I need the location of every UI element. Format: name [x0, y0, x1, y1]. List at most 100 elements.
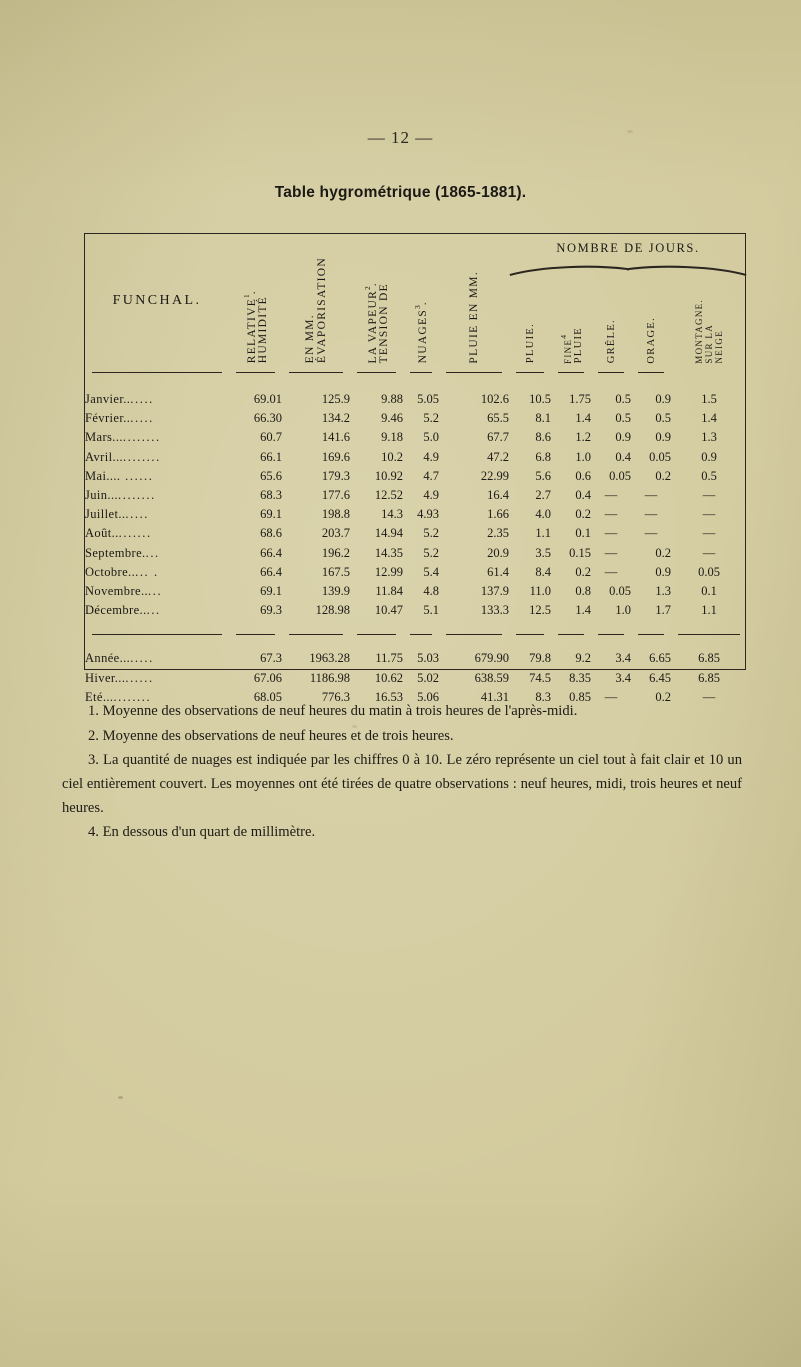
cell-nuages: 5.0	[423, 430, 439, 445]
rule-segment	[439, 368, 509, 377]
cell-jours-orage: 0.9	[655, 564, 671, 579]
header-evaporisation: ÉVAPORISATION EN MM.	[282, 234, 350, 368]
header-jours-grele: GRÊLE.	[605, 319, 617, 364]
header-tension-vapeur: TENSION DE LA VAPEUR2.	[350, 234, 403, 368]
row-label: Eté...........	[85, 689, 152, 704]
cell-tension: 9.18	[381, 430, 403, 445]
rule-segment	[282, 368, 350, 377]
cell-jours-neige: —	[702, 689, 716, 704]
rule-segment	[551, 629, 591, 640]
page-number: — 12 —	[367, 128, 434, 147]
cell-jours-neige: 1.5	[701, 392, 717, 407]
table-row: Janvier....... 69.01 125.9 9.88 5.05 102…	[85, 390, 747, 409]
cell-jours-grele: —	[604, 526, 618, 541]
cell-jours-neige: —	[702, 488, 716, 503]
cell-nuages: 5.2	[423, 526, 439, 541]
cell-jours-grele: 3.4	[615, 651, 631, 666]
table-header-row: FUNCHAL. HUMIDITÉ RELATIVE1. ÉVAPORISATI…	[85, 234, 747, 364]
header-jours-orage: ORAGE.	[645, 316, 657, 364]
brace-icon	[509, 265, 747, 277]
cell-jours-orage: 0.2	[655, 545, 671, 560]
header-nuages-line1: NUAGES3.	[413, 301, 429, 364]
header-tension-line1: TENSION DE	[378, 283, 391, 364]
cell-humidite: 69.1	[260, 583, 282, 598]
rule-segment	[671, 368, 747, 377]
row-label: Juin...........	[85, 488, 156, 503]
header-evaporisation-line2: EN MM.	[304, 314, 316, 364]
table-row: Septembre.... 66.4 196.2 14.35 5.2 20.9 …	[85, 544, 747, 563]
header-tension-line2: LA VAPEUR2.	[362, 281, 379, 364]
cell-pluie-mm: 133.3	[480, 603, 509, 618]
cell-pluie-mm: 16.4	[487, 488, 509, 503]
rule-segment	[631, 368, 671, 377]
table-row: Octobre..... . 66.4 167.5 12.99 5.4 61.4…	[85, 563, 747, 582]
header-nuages: NUAGES3.	[403, 234, 439, 368]
gap-cell	[551, 620, 591, 629]
cell-humidite: 60.7	[260, 430, 282, 445]
row-label: Septembre....	[85, 545, 160, 560]
gap-cell	[403, 640, 439, 649]
rule-segment	[229, 629, 282, 640]
rule-segment	[229, 368, 282, 377]
cell-jours-pluie: 8.6	[535, 430, 551, 445]
cell-jours-orage: 1.7	[655, 603, 671, 618]
cell-jours-orage: —	[644, 488, 658, 503]
cell-tension: 14.35	[374, 545, 403, 560]
cell-jours-pluie: 8.3	[535, 689, 551, 704]
spacer-cell	[350, 377, 403, 390]
cell-jours-pluie-fine: 8.35	[569, 670, 591, 685]
cell-evaporisation: 169.6	[321, 449, 350, 464]
table-row: Mai.... ...... 65.6 179.3 10.92 4.7 22.9…	[85, 467, 747, 486]
cell-nuages: 4.93	[417, 507, 439, 522]
gap-cell	[350, 620, 403, 629]
header-humidite: HUMIDITÉ RELATIVE1.	[229, 234, 282, 368]
cell-jours-pluie: 4.0	[535, 507, 551, 522]
cell-jours-pluie-fine: 1.4	[575, 603, 591, 618]
header-pluie-mm-line1: PLUIE EN MM.	[468, 270, 480, 364]
spacer-cell	[85, 377, 229, 390]
summary-row: Hiver......... 67.06 1186.98 10.62 5.02 …	[85, 668, 747, 687]
cell-jours-pluie-fine: 1.2	[575, 430, 591, 445]
cell-humidite: 68.6	[260, 526, 282, 541]
cell-tension: 10.2	[381, 449, 403, 464]
cell-jours-grele: 0.4	[615, 449, 631, 464]
hygrometric-table-container: FUNCHAL. HUMIDITÉ RELATIVE1. ÉVAPORISATI…	[84, 233, 747, 704]
row-label: Décembre.....	[85, 603, 161, 618]
cell-jours-pluie: 79.8	[529, 651, 551, 666]
cell-humidite: 69.01	[253, 392, 282, 407]
cell-pluie-mm: 22.99	[480, 468, 509, 483]
cell-pluie-mm: 41.31	[480, 689, 509, 704]
cell-jours-orage: —	[644, 507, 658, 522]
cell-tension: 14.3	[381, 507, 403, 522]
table-gap-row	[85, 640, 747, 649]
cell-jours-pluie-fine: 1.75	[569, 392, 591, 407]
spacer-cell	[551, 377, 591, 390]
cell-jours-pluie: 2.7	[535, 488, 551, 503]
row-label: Avril...........	[85, 449, 161, 464]
corner-label-funchal: FUNCHAL.	[112, 293, 202, 308]
table-row: Juillet....... 69.1 198.8 14.3 4.93 1.66…	[85, 505, 747, 524]
summary-rule-row	[85, 629, 747, 640]
gap-cell	[229, 640, 282, 649]
gap-cell	[671, 620, 747, 629]
cell-nuages: 5.2	[423, 411, 439, 426]
cell-humidite: 68.05	[253, 689, 282, 704]
cell-jours-grele: 0.5	[615, 411, 631, 426]
hygrometric-table: FUNCHAL. HUMIDITÉ RELATIVE1. ÉVAPORISATI…	[85, 234, 747, 721]
cell-jours-grele: —	[604, 488, 618, 503]
cell-jours-pluie-fine: 9.2	[575, 651, 591, 666]
cell-nuages: 5.1	[423, 603, 439, 618]
footnote-3: 3. La quantité de nuages est indiquée pa…	[62, 752, 742, 816]
cell-jours-pluie-fine: 0.4	[575, 488, 591, 503]
cell-jours-orage: 0.2	[655, 468, 671, 483]
cell-jours-neige: 0.1	[701, 583, 717, 598]
cell-jours-pluie-fine: 1.0	[575, 449, 591, 464]
cell-jours-grele: 0.05	[609, 583, 631, 598]
gap-cell	[85, 640, 229, 649]
footnote-2: 2. Moyenne des observations de neuf heur…	[88, 727, 454, 744]
cell-nuages: 4.9	[423, 449, 439, 464]
cell-nuages: 5.2	[423, 545, 439, 560]
cell-jours-grele: 0.05	[609, 468, 631, 483]
gap-cell	[350, 640, 403, 649]
table-row: Décembre..... 69.3 128.98 10.47 5.1 133.…	[85, 601, 747, 620]
